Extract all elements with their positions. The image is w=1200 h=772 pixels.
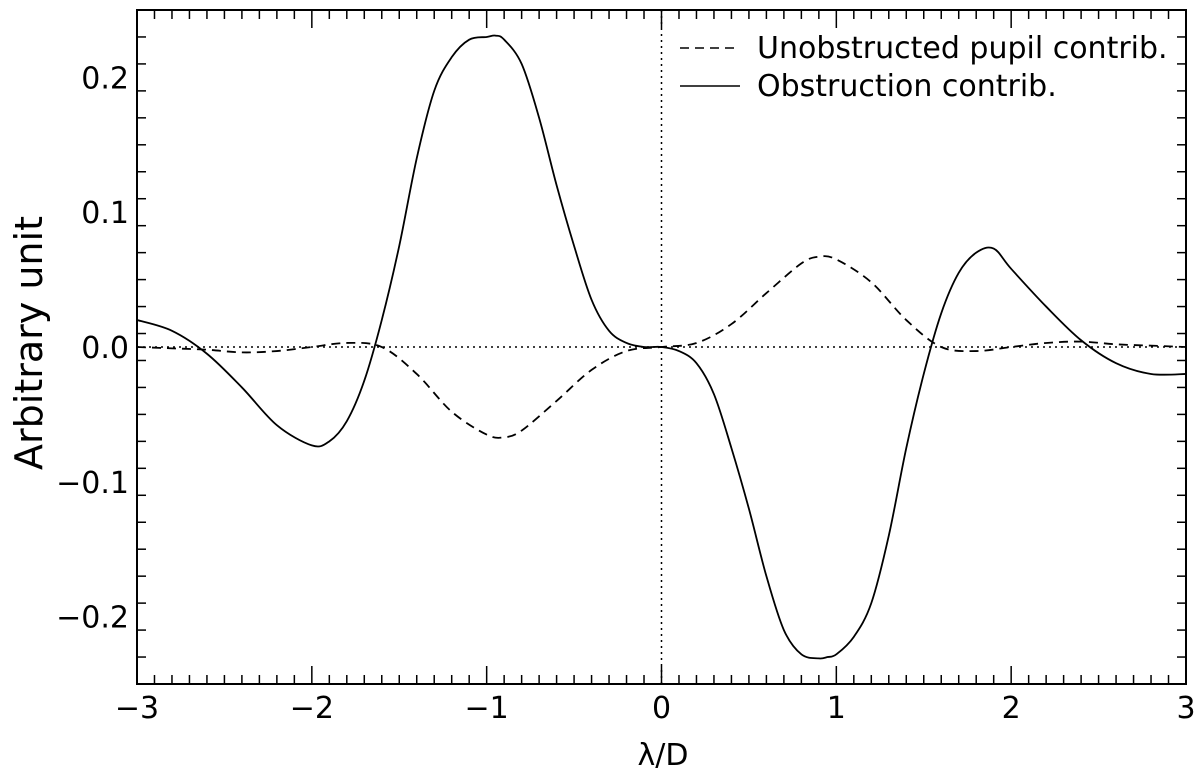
y-tick-label: 0.1 [81,196,129,231]
x-tick-label: −1 [465,691,509,726]
tick-labels-layer: −3 −2 −1 0 1 2 3 −0.2 −0.1 0.0 0.1 0.2 [56,61,1195,726]
x-tick-label: 3 [1176,691,1195,726]
y-tick-label: 0.0 [81,331,129,366]
x-tick-label: −3 [115,691,159,726]
ticks-layer [136,9,1187,685]
x-tick-label: 2 [1002,691,1021,726]
y-tick-label: 0.2 [81,61,129,96]
x-axis-label: λ/D [638,738,689,772]
y-tick-label: −0.1 [56,466,129,501]
legend: Unobstructed pupil contrib. Obstruction … [680,31,1168,104]
y-tick-label: −0.2 [56,601,129,636]
x-tick-label: −2 [290,691,334,726]
legend-label-unobstructed: Unobstructed pupil contrib. [757,31,1168,66]
x-tick-label: 0 [652,691,671,726]
series-layer [136,34,1187,660]
y-axis-label: Arbitrary unit [7,216,51,470]
series-line-obstruction [136,34,1187,660]
legend-label-obstruction: Obstruction contrib. [757,69,1057,104]
x-tick-label: 1 [827,691,846,726]
